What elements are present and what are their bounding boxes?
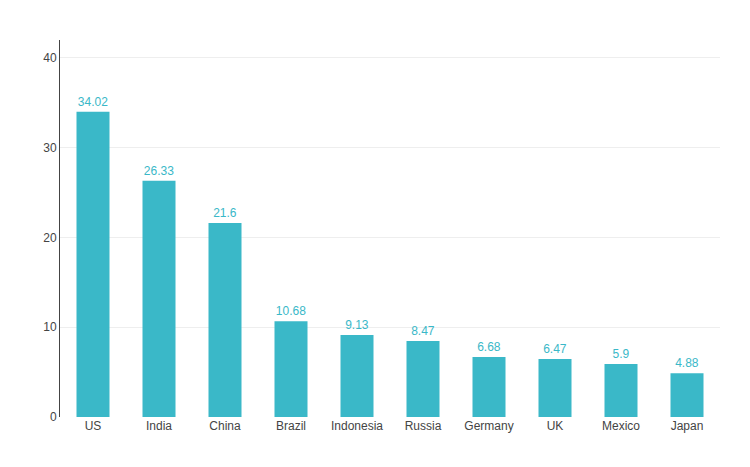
svg-text:US: US [85, 419, 102, 433]
svg-text:China: China [209, 419, 241, 433]
svg-text:Brazil: Brazil [276, 419, 306, 433]
svg-text:6.68: 6.68 [477, 340, 501, 354]
svg-text:20: 20 [43, 231, 57, 245]
svg-text:5.9: 5.9 [612, 347, 629, 361]
svg-text:India: India [146, 419, 172, 433]
svg-text:26.33: 26.33 [144, 164, 174, 178]
svg-text:9.13: 9.13 [345, 318, 369, 332]
svg-text:Germany: Germany [464, 419, 513, 433]
svg-text:8.47: 8.47 [411, 324, 435, 338]
svg-text:Japan: Japan [671, 419, 704, 433]
svg-text:40: 40 [43, 51, 57, 65]
svg-text:30: 30 [43, 141, 57, 155]
svg-text:6.47: 6.47 [543, 342, 567, 356]
svg-text:Mexico: Mexico [602, 419, 640, 433]
svg-text:21.6: 21.6 [213, 206, 237, 220]
svg-text:10: 10 [43, 320, 57, 334]
svg-text:34.02: 34.02 [78, 95, 108, 109]
svg-text:Indonesia: Indonesia [331, 419, 383, 433]
svg-text:Russia: Russia [405, 419, 442, 433]
svg-text:10.68: 10.68 [276, 304, 306, 318]
svg-text:UK: UK [547, 419, 564, 433]
svg-text:4.88: 4.88 [675, 356, 699, 370]
svg-text:0: 0 [50, 410, 57, 424]
